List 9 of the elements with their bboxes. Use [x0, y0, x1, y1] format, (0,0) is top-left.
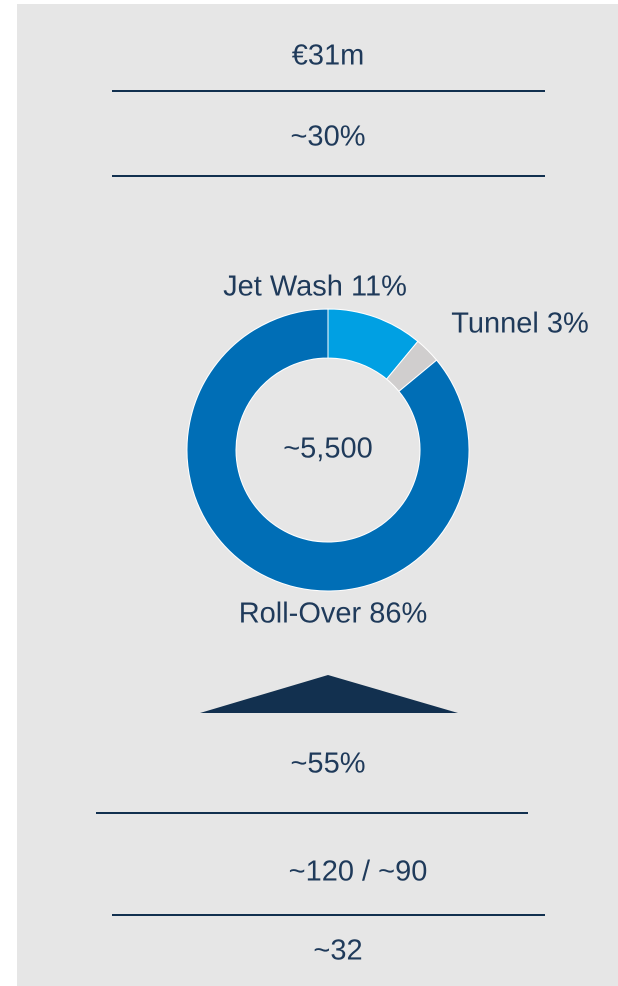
text: ~32 [313, 934, 363, 967]
text: ~120 / ~90 [288, 856, 428, 888]
text: ~5,500 [283, 432, 373, 465]
slice-label: Jet Wash 11% [223, 270, 407, 303]
slice-label: Roll-Over 86% [238, 598, 428, 630]
text: €31m [292, 40, 364, 72]
slice-label: Tunnel 3% [451, 308, 589, 340]
text: ~30% [290, 120, 366, 153]
text: ~55% [290, 748, 366, 780]
